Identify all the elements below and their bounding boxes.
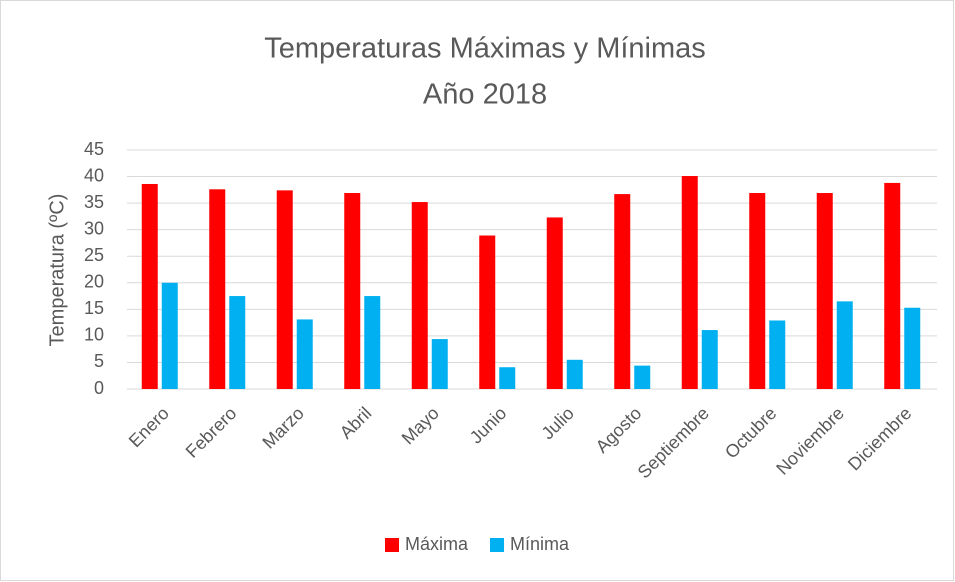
bar	[431, 339, 448, 389]
y-tick-label: 15	[84, 298, 104, 318]
bar	[479, 235, 496, 389]
y-tick-label: 45	[84, 139, 104, 159]
bar	[344, 193, 361, 389]
bar	[701, 330, 718, 389]
legend-swatch	[490, 538, 505, 552]
bar	[681, 176, 698, 389]
chart-subtitle: Año 2018	[423, 79, 547, 111]
bar	[364, 296, 381, 389]
bar	[816, 193, 833, 389]
bar	[749, 193, 766, 389]
bar	[634, 365, 651, 389]
bar	[499, 367, 516, 389]
bar	[229, 296, 246, 389]
y-tick-label: 35	[84, 192, 104, 212]
y-tick-label: 0	[94, 378, 104, 398]
y-axis-label: Temperatura (ºC)	[46, 194, 68, 347]
y-tick-label: 30	[84, 218, 104, 238]
bar	[141, 183, 158, 389]
bar	[276, 190, 293, 389]
bar	[411, 202, 428, 389]
y-tick-label: 10	[84, 325, 104, 345]
y-tick-label: 5	[94, 351, 104, 371]
y-tick-label: 40	[84, 165, 104, 185]
y-tick-label: 20	[84, 272, 104, 292]
bar	[546, 217, 563, 389]
bar	[566, 359, 583, 389]
bar	[209, 189, 226, 389]
legend-swatch	[385, 538, 399, 552]
bar	[296, 319, 313, 389]
bar	[884, 182, 901, 389]
y-tick-label: 25	[84, 245, 104, 265]
bar	[161, 282, 178, 389]
chart-title: Temperaturas Máximas y Mínimas	[264, 33, 706, 65]
legend-label: Máxima	[405, 534, 469, 554]
bar	[614, 194, 631, 389]
bar	[904, 307, 921, 389]
bar	[836, 301, 853, 389]
bar	[769, 320, 786, 389]
legend-label: Mínima	[510, 534, 570, 554]
